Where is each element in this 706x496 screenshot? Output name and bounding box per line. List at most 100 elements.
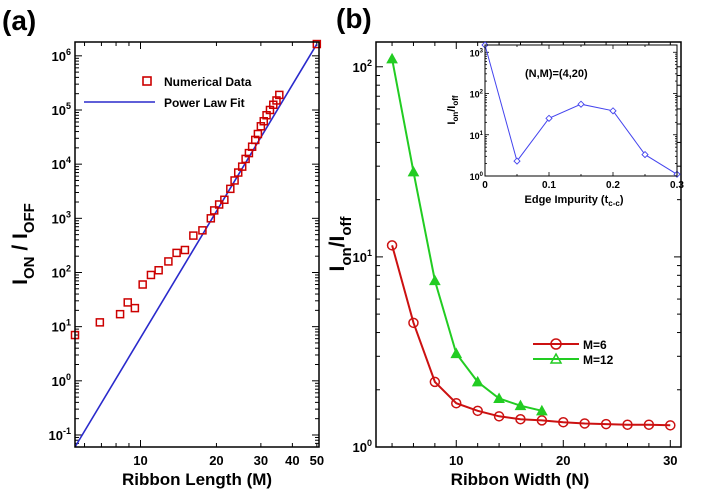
inset-ytick-label: 100 <box>470 172 484 182</box>
chart-b-xtick-label: 20 <box>556 453 570 468</box>
chart-b-series-m6 <box>386 240 676 431</box>
data-point <box>386 52 398 64</box>
inset-xtick-label: 0.1 <box>542 180 556 191</box>
chart-a-ytick-label: 103 <box>52 209 71 226</box>
chart-a-xlabel: Ribbon Length (M) <box>122 470 272 489</box>
chart-a-xtick-label: 10 <box>133 453 147 468</box>
chart-a-xticklabels: 10 20 30 40 50 <box>133 453 324 468</box>
data-point <box>154 265 163 275</box>
chart-b-ylabel: Ion/Ioff <box>326 215 355 271</box>
data-point <box>172 248 181 258</box>
chart-a: 10 20 30 40 50 10-1 100 101 102 103 104 105 106 Rib… <box>9 39 324 489</box>
chart-b-inset: 0 0.1 0.2 0.3 100 101 102 103 (N,M)=(4,20) Edg… <box>446 41 684 208</box>
data-point <box>226 184 235 194</box>
legend-label-power-law-fit: Power Law Fit <box>164 96 245 110</box>
data-point <box>515 413 526 425</box>
data-point <box>220 195 229 205</box>
data-point <box>230 176 239 185</box>
legend-marker-m6 <box>550 338 562 350</box>
chart-b-xticklabels: 10 20 30 <box>449 453 678 468</box>
data-point <box>493 392 505 403</box>
data-point <box>429 274 441 286</box>
chart-a-ytick-label: 10-1 <box>49 426 71 443</box>
chart-a-ytick-label: 102 <box>52 263 71 280</box>
fit-line <box>74 43 318 448</box>
inset-ylabel: Ion/Ioff <box>446 95 460 125</box>
inset-ticks <box>484 45 678 177</box>
data-point <box>138 280 147 289</box>
chart-b-ytick-label: 101 <box>353 248 372 265</box>
data-point <box>558 416 569 428</box>
chart-a-ytick-label: 104 <box>52 155 71 172</box>
chart-a-xtick-label: 40 <box>285 453 299 468</box>
inset-series <box>481 41 681 178</box>
legend-label-numerical-data: Numerical Data <box>164 75 252 89</box>
data-point <box>450 347 463 359</box>
data-point <box>641 150 649 159</box>
data-point <box>189 231 198 240</box>
data-point <box>622 419 633 430</box>
chart-b-ytick-label: 102 <box>353 58 372 75</box>
inset-ytick-label: 102 <box>470 90 484 100</box>
chart-a-ylabel: ION / IOFF <box>9 203 38 285</box>
inset-xtick-label: 0 <box>482 180 488 191</box>
data-point <box>209 206 219 215</box>
data-point <box>665 420 676 431</box>
panel-b-label: (b) <box>336 3 372 34</box>
inset-frame <box>484 44 678 177</box>
chart-b-xtick-label: 30 <box>663 453 677 468</box>
data-point <box>386 240 398 251</box>
chart-a-data-points <box>70 39 322 340</box>
chart-b-ytick-label: 100 <box>353 438 372 455</box>
chart-a-yticklabels: 10-1 100 101 102 103 104 105 106 <box>49 47 71 443</box>
data-point <box>408 317 419 329</box>
data-point <box>536 404 548 416</box>
chart-a-xtick-label: 50 <box>310 453 324 468</box>
panel-a-label: (a) <box>2 5 36 36</box>
data-point <box>643 419 655 430</box>
legend-label-m6: M=6 <box>583 338 607 352</box>
chart-a-ytick-label: 105 <box>52 101 71 118</box>
inset-xtick-label: 0.3 <box>670 180 684 191</box>
chart-b-xtick-label: 10 <box>449 453 463 468</box>
legend-label-m12: M=12 <box>583 353 614 367</box>
inset-xtick-label: 0.2 <box>606 180 620 191</box>
chart-b-yticklabels: 100 101 102 <box>353 58 372 455</box>
inset-xticklabels: 0 0.1 0.2 0.3 <box>482 180 684 191</box>
data-point <box>472 405 483 417</box>
data-point <box>536 415 548 426</box>
chart-a-ytick-label: 101 <box>52 318 71 335</box>
data-point <box>577 100 585 108</box>
data-point <box>429 376 441 388</box>
chart-a-fit-line <box>74 43 318 448</box>
chart-a-ytick-label: 106 <box>52 47 71 64</box>
data-point <box>250 135 260 145</box>
legend-marker-numerical-data <box>142 76 152 86</box>
data-point <box>95 318 105 327</box>
data-point <box>493 411 505 422</box>
legend-marker-m12 <box>549 352 563 364</box>
chart-a-ytick-label: 100 <box>52 372 71 389</box>
inset-yticklabels: 100 101 102 103 <box>470 48 484 182</box>
data-point <box>130 303 140 313</box>
data-point <box>600 418 612 430</box>
data-point <box>514 399 527 411</box>
chart-a-xtick-label: 20 <box>209 453 223 468</box>
data-point <box>579 418 590 429</box>
inset-annotation: (N,M)=(4,20) <box>525 68 588 80</box>
chart-b-xlabel: Ribbon Width (N) <box>451 470 590 489</box>
chart-a-frame <box>74 41 320 448</box>
data-point <box>451 397 462 409</box>
inset-ytick-label: 101 <box>470 131 484 141</box>
chart-a-xtick-label: 30 <box>254 453 268 468</box>
data-point <box>545 114 553 122</box>
data-point <box>180 245 190 255</box>
chart-b-frame <box>375 41 682 448</box>
series-line <box>391 58 543 412</box>
data-point <box>164 257 173 266</box>
data-point <box>214 200 224 209</box>
data-point <box>609 107 617 115</box>
data-point <box>513 157 521 165</box>
